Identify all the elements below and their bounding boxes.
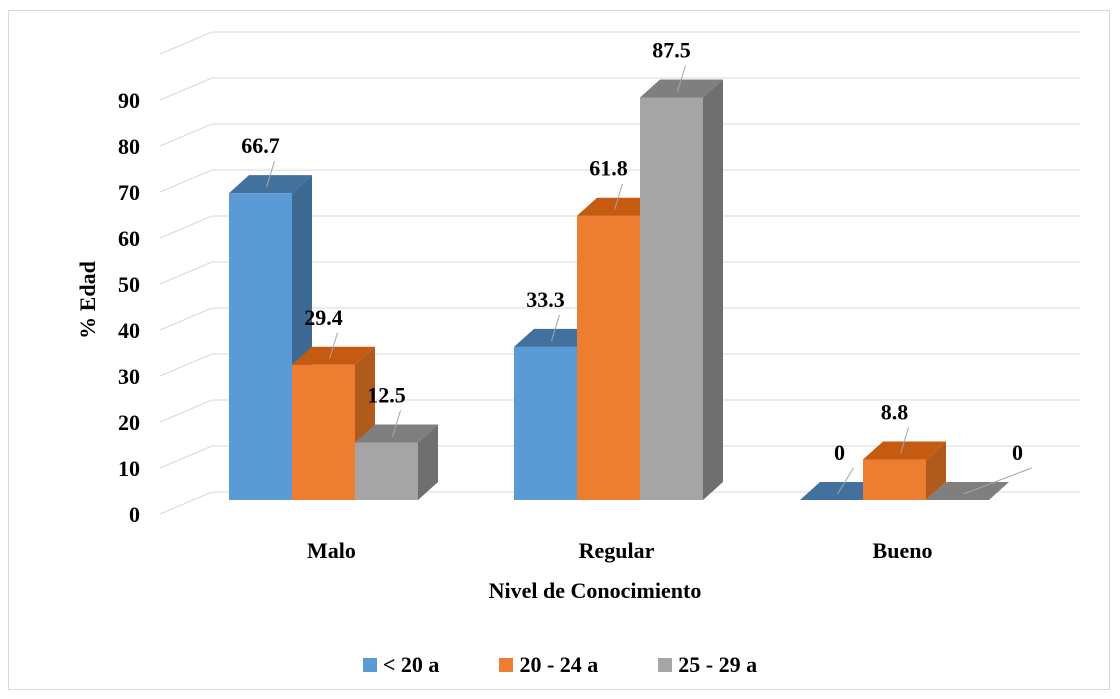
x-tick-label: Regular <box>579 538 655 563</box>
bar-top <box>926 482 1009 500</box>
data-label: 33.3 <box>526 287 565 312</box>
legend-item: < 20 a <box>362 652 440 678</box>
label-leader <box>900 427 909 454</box>
label-leader <box>551 314 560 341</box>
y-tick-label: 50 <box>118 272 140 297</box>
bar-top <box>514 328 597 347</box>
bar-top <box>863 441 946 460</box>
data-labels: 66.7 33.3 0 29.4 61.8 8.8 12.5 87.5 0 <box>241 38 1032 495</box>
data-label: 29.4 <box>304 305 343 330</box>
legend-label: < 20 a <box>382 652 440 677</box>
gridline-diagonal <box>159 31 213 55</box>
bar-front <box>229 193 292 500</box>
y-tick-label: 80 <box>118 134 140 159</box>
bar-top <box>640 79 723 98</box>
bar-top <box>292 346 375 365</box>
legend-label: 20 - 24 a <box>519 652 599 677</box>
bar-top <box>355 424 438 443</box>
label-leader <box>614 183 623 210</box>
gridline-diagonal <box>159 307 213 331</box>
y-tick-label: 40 <box>118 318 140 343</box>
data-label: 12.5 <box>367 383 406 408</box>
bar-front <box>514 346 577 500</box>
gridline-diagonal <box>159 169 213 193</box>
y-tick-label: 30 <box>118 364 140 389</box>
bars <box>229 79 1009 500</box>
bar-top <box>229 175 312 194</box>
legend-swatch <box>362 658 377 672</box>
y-axis-ticks: 0 10 20 30 40 50 60 70 80 90 <box>118 88 140 527</box>
bar-top <box>800 482 883 500</box>
legend-swatch <box>499 658 514 672</box>
label-leader <box>837 467 854 495</box>
gridline-diagonal <box>159 77 213 101</box>
y-tick-label: 60 <box>118 226 140 251</box>
label-leader <box>329 332 338 359</box>
data-label: 0 <box>834 440 845 465</box>
y-tick-label: 10 <box>118 456 140 481</box>
bar-front <box>355 442 418 500</box>
data-label: 87.5 <box>652 38 691 63</box>
gridline-diagonal <box>159 123 213 147</box>
legend-label: 25 - 29 a <box>678 652 758 677</box>
bar-side <box>926 441 946 500</box>
gridline-diagonal <box>159 353 213 377</box>
bar-front <box>292 364 355 500</box>
label-leader <box>963 467 1032 495</box>
y-tick-label: 70 <box>118 180 140 205</box>
label-leader <box>392 410 401 437</box>
y-tick-label: 90 <box>118 88 140 113</box>
y-tick-label: 20 <box>118 410 140 435</box>
bar-front <box>640 97 703 500</box>
y-axis-title: % Edad <box>75 261 100 339</box>
legend: < 20 a 20 - 24 a 25 - 29 a <box>0 650 1120 680</box>
legend-item: 20 - 24 a <box>499 652 598 678</box>
gridline-diagonal <box>159 261 213 285</box>
data-label: 0 <box>1012 440 1023 465</box>
legend-item: 25 - 29 a <box>658 652 757 678</box>
gridline-diagonal <box>159 445 213 469</box>
bar-side <box>418 424 438 500</box>
label-leader <box>266 161 275 188</box>
label-leader <box>677 65 686 92</box>
x-axis-ticks: Malo Regular Bueno <box>307 538 932 563</box>
bar-side <box>703 79 723 500</box>
gridline-diagonal <box>159 491 213 515</box>
gridline-diagonal <box>159 399 213 423</box>
bar-top <box>577 197 660 216</box>
x-tick-label: Malo <box>307 538 356 563</box>
legend-swatch <box>658 658 673 672</box>
data-label: 61.8 <box>589 156 628 181</box>
data-label: 8.8 <box>881 400 909 425</box>
x-tick-label: Bueno <box>873 538 933 563</box>
bar-front <box>577 215 640 500</box>
gridline-diagonal <box>159 215 213 239</box>
x-axis-title: Nivel de Conocimiento <box>489 578 702 603</box>
data-label: 66.7 <box>241 133 280 158</box>
y-tick-label: 0 <box>129 502 140 527</box>
bar-front <box>863 459 926 500</box>
